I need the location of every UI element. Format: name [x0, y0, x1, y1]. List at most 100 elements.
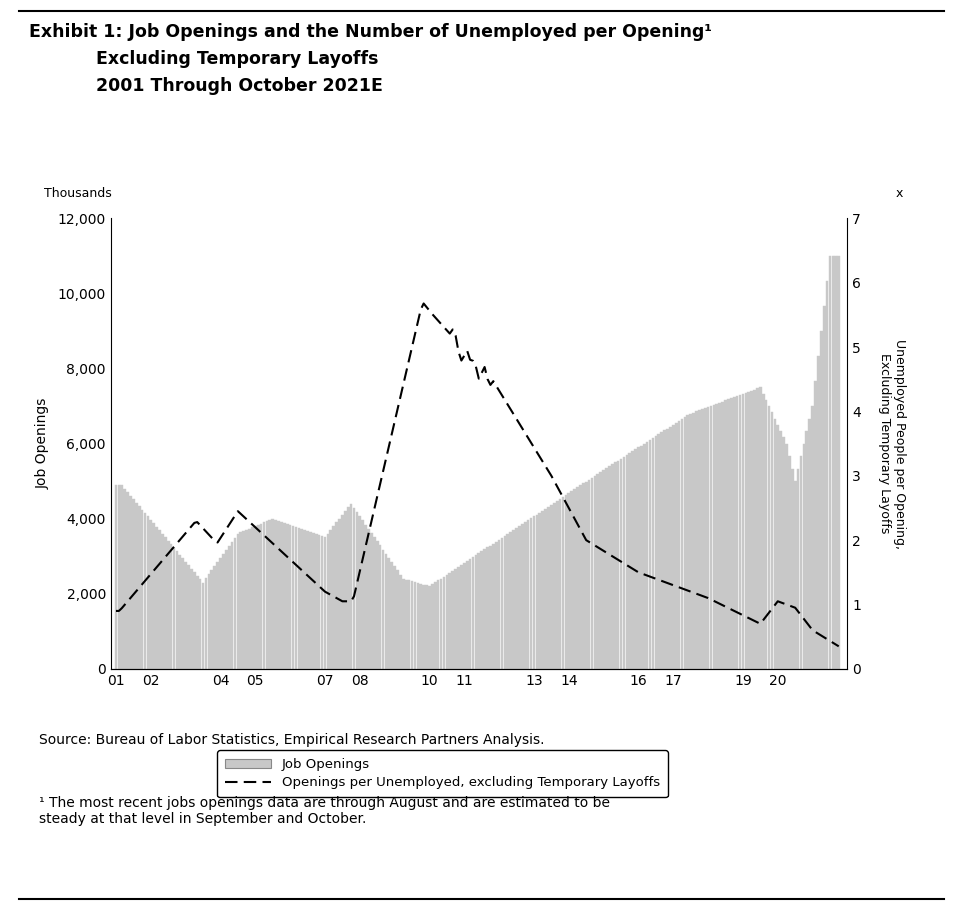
Bar	[655, 436, 657, 669]
Bar	[207, 574, 210, 669]
Bar	[335, 522, 338, 669]
Text: Exhibit 1: Job Openings and the Number of Unemployed per Opening¹: Exhibit 1: Job Openings and the Number o…	[29, 23, 712, 41]
Bar	[257, 525, 260, 669]
Bar	[512, 530, 515, 669]
Bar	[690, 413, 692, 669]
Bar	[826, 281, 828, 669]
Bar	[117, 485, 120, 669]
Bar	[796, 469, 799, 669]
Bar	[788, 456, 791, 669]
Bar	[646, 441, 648, 669]
Bar	[730, 399, 733, 669]
Bar	[220, 558, 221, 669]
Bar	[155, 527, 158, 669]
Bar	[329, 530, 332, 669]
Bar	[704, 408, 707, 669]
Bar	[649, 440, 651, 669]
Bar	[457, 567, 459, 669]
Bar	[550, 505, 553, 669]
Bar	[289, 525, 292, 669]
Bar	[449, 572, 451, 669]
Bar	[547, 507, 550, 669]
Bar	[504, 536, 507, 669]
Bar	[269, 520, 272, 669]
Bar	[481, 551, 483, 669]
Bar	[277, 521, 280, 669]
Bar	[802, 444, 805, 669]
Bar	[483, 550, 486, 669]
Bar	[710, 406, 713, 669]
Bar	[396, 571, 399, 669]
Bar	[350, 503, 352, 669]
Bar	[579, 485, 582, 669]
Bar	[201, 582, 204, 669]
Bar	[640, 446, 642, 669]
Bar	[530, 519, 533, 669]
Bar	[756, 389, 759, 669]
Bar	[312, 533, 315, 669]
Bar	[358, 516, 361, 669]
Bar	[355, 512, 358, 669]
Bar	[123, 489, 126, 669]
Bar	[234, 538, 236, 669]
Bar	[338, 519, 341, 669]
Bar	[143, 513, 146, 669]
Bar	[593, 476, 596, 669]
Bar	[567, 493, 570, 669]
Bar	[384, 553, 387, 669]
Bar	[747, 391, 750, 669]
Bar	[626, 455, 628, 669]
Bar	[115, 485, 117, 669]
Bar	[222, 554, 224, 669]
Bar	[324, 538, 326, 669]
Text: x: x	[896, 187, 902, 200]
Bar	[564, 495, 567, 669]
Bar	[129, 496, 132, 669]
Bar	[661, 432, 663, 669]
Bar	[138, 506, 141, 669]
Bar	[248, 529, 250, 669]
Bar	[251, 528, 253, 669]
Bar	[678, 421, 681, 669]
Bar	[303, 531, 306, 669]
Text: Excluding Temporary Layoffs: Excluding Temporary Layoffs	[96, 50, 378, 68]
Bar	[321, 536, 324, 669]
Bar	[666, 429, 669, 669]
Bar	[243, 531, 245, 669]
Bar	[773, 419, 776, 669]
Bar	[214, 566, 216, 669]
Bar	[744, 393, 747, 669]
Bar	[141, 510, 143, 669]
Bar	[175, 551, 178, 669]
Bar	[298, 528, 300, 669]
Bar	[376, 541, 378, 669]
Bar	[178, 555, 181, 669]
Bar	[274, 520, 277, 669]
Bar	[169, 544, 172, 669]
Bar	[739, 395, 742, 669]
Bar	[768, 406, 770, 669]
Bar	[695, 411, 698, 669]
Bar	[431, 584, 433, 669]
Bar	[765, 399, 768, 669]
Bar	[599, 472, 602, 669]
Bar	[652, 438, 654, 669]
Bar	[587, 480, 590, 669]
Bar	[736, 396, 739, 669]
Bar	[475, 555, 478, 669]
Bar	[623, 457, 625, 669]
Bar	[585, 481, 587, 669]
Bar	[518, 526, 521, 669]
Bar	[489, 545, 492, 669]
Bar	[559, 499, 561, 669]
Bar	[446, 574, 448, 669]
Bar	[246, 530, 247, 669]
Bar	[811, 406, 814, 669]
Bar	[228, 546, 230, 669]
Bar	[669, 427, 672, 669]
Bar	[718, 402, 721, 669]
Bar	[805, 431, 808, 669]
Bar	[393, 566, 396, 669]
Bar	[635, 450, 637, 669]
Bar	[515, 528, 518, 669]
